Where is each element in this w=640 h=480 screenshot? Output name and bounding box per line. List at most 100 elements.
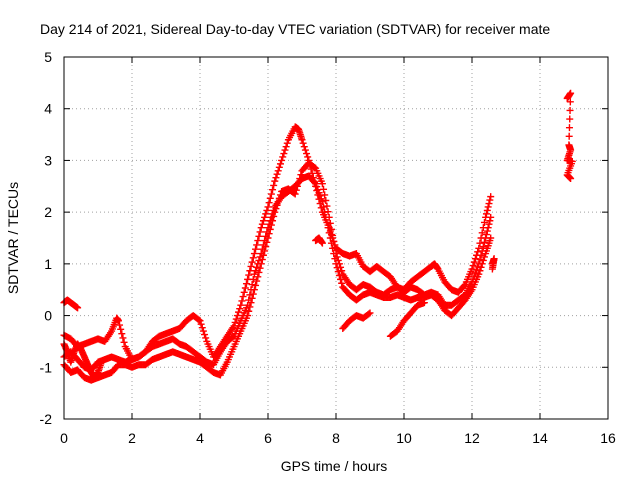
data-point <box>248 281 256 289</box>
data-point <box>566 115 574 123</box>
data-point <box>326 234 334 242</box>
data-point <box>486 196 494 204</box>
data-point <box>304 153 312 161</box>
x-tick-label: 8 <box>332 430 340 446</box>
data-point <box>280 150 288 158</box>
data-point <box>318 198 326 206</box>
data-point <box>567 175 575 183</box>
data-point <box>566 98 574 106</box>
plot-frame <box>63 56 609 420</box>
data-point <box>310 178 318 186</box>
data-point <box>241 284 249 292</box>
data-point <box>237 301 245 309</box>
data-point <box>298 136 306 144</box>
data-point <box>261 213 269 221</box>
data-point <box>278 156 286 164</box>
chart-title: Day 214 of 2021, Sidereal Day-to-day VTE… <box>40 21 550 37</box>
data-point <box>299 139 307 147</box>
data-point <box>567 89 575 97</box>
data-point <box>283 139 291 147</box>
data-point <box>253 277 261 285</box>
x-axis-label: GPS time / hours <box>281 458 388 474</box>
data-point <box>479 256 487 264</box>
data-point <box>468 265 476 273</box>
data-point <box>116 321 124 329</box>
data-point <box>275 163 283 171</box>
data-point <box>118 330 126 338</box>
data-point <box>197 320 205 328</box>
data-point <box>120 338 128 346</box>
data-point <box>254 260 262 268</box>
data-point <box>195 316 203 324</box>
data-point <box>327 239 335 247</box>
data-point <box>321 208 329 216</box>
data-point <box>259 217 267 225</box>
data-point <box>256 253 264 261</box>
data-point <box>267 213 275 221</box>
data-point <box>332 260 340 268</box>
data-point <box>265 220 273 228</box>
data-point <box>487 193 495 201</box>
data-point <box>475 270 483 278</box>
series-trace-c <box>60 172 495 374</box>
y-tick-label: -1 <box>40 359 53 375</box>
data-point <box>257 224 265 232</box>
y-tick-labels: -2 -1 0 1 2 3 4 5 <box>40 49 53 427</box>
data-point <box>266 217 274 225</box>
data-point <box>238 297 246 305</box>
data-point <box>324 224 332 232</box>
x-tick-label: 4 <box>196 430 204 446</box>
data-point <box>478 229 486 237</box>
y-tick-label: 1 <box>44 256 52 272</box>
data-point <box>263 206 271 214</box>
data-point <box>333 264 341 272</box>
data-point <box>236 305 244 313</box>
data-point <box>487 234 495 242</box>
data-point <box>484 203 492 211</box>
data-point <box>262 210 270 218</box>
data-point <box>281 146 289 154</box>
x-tick-label: 10 <box>396 430 412 446</box>
data-point <box>196 317 204 325</box>
data-point <box>301 146 309 154</box>
data-point <box>269 186 277 194</box>
data-point <box>565 124 573 132</box>
y-tick-label: 2 <box>44 204 52 220</box>
data-point <box>480 238 488 246</box>
data-point <box>256 264 264 272</box>
data-point <box>282 143 290 151</box>
data-point <box>119 334 127 342</box>
data-point <box>257 250 265 258</box>
series-trace-j <box>563 89 576 183</box>
data-point <box>337 275 345 283</box>
x-tick-label: 2 <box>128 430 136 446</box>
data-point <box>263 228 271 236</box>
data-point <box>338 267 346 275</box>
data-point <box>320 203 328 211</box>
x-tick-label: 0 <box>60 430 68 446</box>
data-point <box>252 281 260 289</box>
x-tick-label: 12 <box>464 430 480 446</box>
data-point <box>480 253 488 261</box>
data-point <box>253 241 261 249</box>
data-point <box>279 153 287 161</box>
data-point <box>485 200 493 208</box>
data-point <box>476 256 484 264</box>
y-tick-label: 3 <box>44 152 52 168</box>
data-point <box>480 218 488 226</box>
data-point <box>258 220 266 228</box>
data-point <box>242 280 250 288</box>
data-point <box>326 219 334 227</box>
data-point <box>267 190 275 198</box>
data-point <box>240 288 248 296</box>
data-point <box>318 239 326 247</box>
y-tick-label: -2 <box>40 411 53 427</box>
data-point <box>252 267 260 275</box>
data-point <box>478 260 486 268</box>
data-point <box>483 206 491 214</box>
data-point <box>291 190 299 198</box>
x-tick-label: 6 <box>264 430 272 446</box>
data-point <box>269 210 277 218</box>
series-trace-e <box>339 309 374 332</box>
data-point <box>322 197 330 205</box>
